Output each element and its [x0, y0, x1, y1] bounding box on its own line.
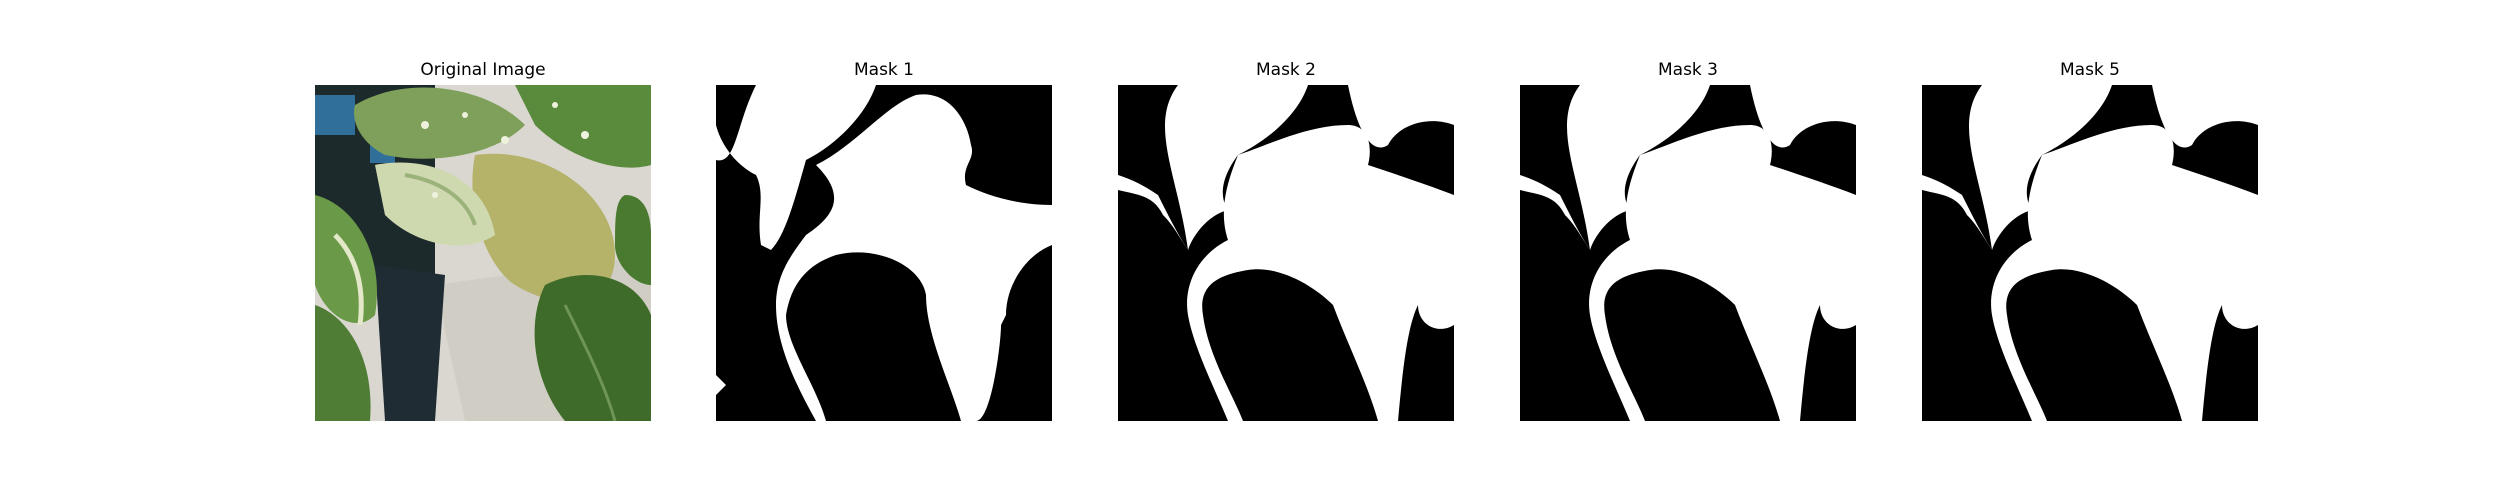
panel-title-mask-5: Mask 5 [2059, 60, 2120, 80]
mask-2-panel [1118, 85, 1454, 421]
plant-photo [315, 85, 651, 421]
panel-title-mask-3: Mask 3 [1657, 60, 1718, 80]
original-image-panel [315, 85, 651, 421]
mask-1-image [716, 85, 1052, 421]
panel-title-original: Original Image [420, 60, 546, 80]
mask-5-panel [1922, 85, 2258, 421]
panel-title-mask-1: Mask 1 [853, 60, 914, 80]
mask-3-image [1520, 85, 1856, 421]
mask-3-panel [1520, 85, 1856, 421]
panel-title-mask-2: Mask 2 [1255, 60, 1316, 80]
mask-2-image [1118, 85, 1454, 421]
mask-5-image [1922, 85, 2258, 421]
mask-1-panel [716, 85, 1052, 421]
